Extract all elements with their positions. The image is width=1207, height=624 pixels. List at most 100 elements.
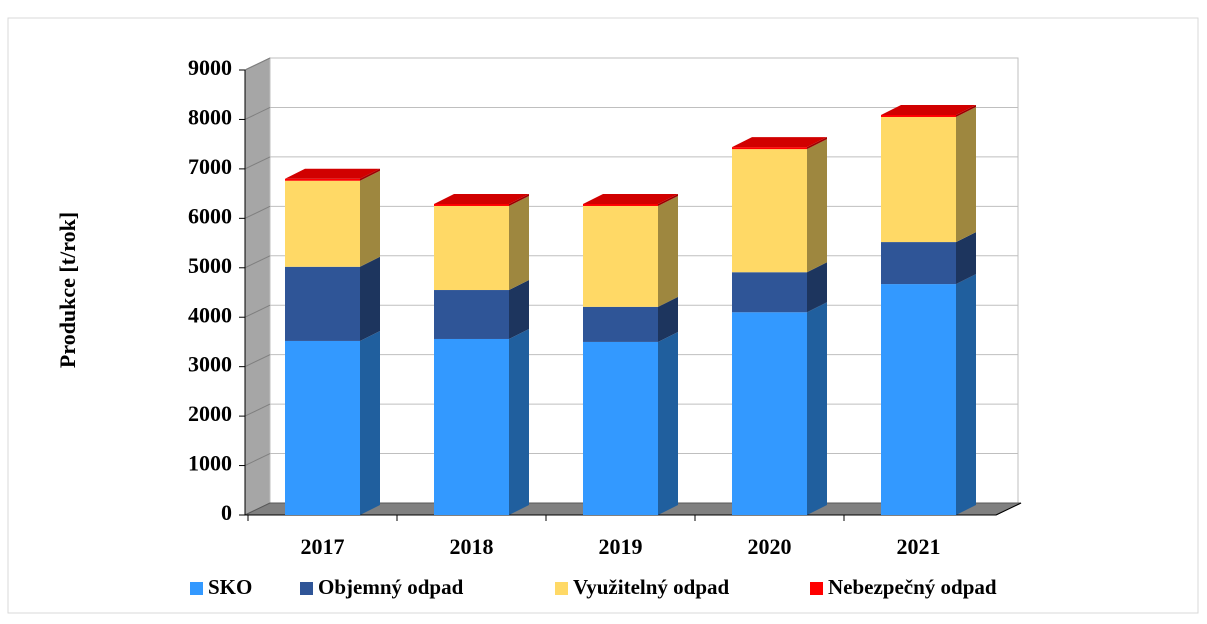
bar-segment <box>434 195 529 291</box>
grid-line <box>244 205 271 219</box>
bar-segment <box>583 195 678 307</box>
legend-label: Nebezpečný odpad <box>828 575 997 599</box>
x-tick-label: 2017 <box>301 534 345 559</box>
y-tick-label: 1000 <box>188 451 232 476</box>
bar-segment <box>881 106 976 243</box>
grid-line <box>244 57 271 71</box>
legend-swatch <box>555 582 568 595</box>
bar-face <box>807 262 827 313</box>
bar-segment <box>583 331 678 515</box>
legend-label: SKO <box>208 575 252 599</box>
bar-face <box>434 193 529 204</box>
x-axis-end <box>995 502 1022 516</box>
bar-segment <box>732 262 827 313</box>
bar-face <box>881 104 976 115</box>
bar-segment <box>434 280 529 339</box>
bar-face <box>583 205 658 307</box>
legend-swatch <box>190 582 203 595</box>
bar-segment <box>285 330 380 515</box>
bar-face <box>732 147 807 150</box>
bar-face <box>434 338 509 515</box>
bar-segment <box>732 139 827 273</box>
bar-face <box>956 232 976 285</box>
bar-face <box>583 306 658 342</box>
grid-line <box>244 304 271 318</box>
y-tick-label: 5000 <box>188 253 232 278</box>
y-tick-label: 6000 <box>188 203 232 228</box>
bar-face <box>285 266 360 341</box>
bar-face <box>807 139 827 273</box>
bar-face <box>583 193 678 204</box>
y-axis-label: Produkce [t/rok] <box>55 212 80 368</box>
bar-segment <box>285 170 380 267</box>
bar-face <box>956 104 976 117</box>
bar-segment <box>434 193 529 206</box>
legend-label: Objemný odpad <box>318 575 464 599</box>
bar-face <box>807 302 827 515</box>
legend-swatch <box>300 582 313 595</box>
grid-line <box>244 453 271 467</box>
bar-face <box>732 137 827 148</box>
bar-face <box>956 274 976 515</box>
bar-face <box>360 330 380 515</box>
x-tick-label: 2018 <box>450 534 494 559</box>
bar-face <box>509 280 529 339</box>
bar-face <box>658 331 678 515</box>
x-tick-label: 2020 <box>748 534 792 559</box>
bar-segment <box>732 302 827 515</box>
y-tick-label: 3000 <box>188 352 232 377</box>
bar-face <box>881 114 956 117</box>
bar-face <box>881 284 956 515</box>
grid-line <box>244 106 271 120</box>
y-tick-label: 7000 <box>188 154 232 179</box>
bar-face <box>732 272 807 313</box>
bar-face <box>807 137 827 150</box>
bar-face <box>285 168 380 179</box>
bar-face <box>360 256 380 341</box>
bar-face <box>285 178 360 181</box>
bar-face <box>434 205 509 291</box>
bar-face <box>583 341 658 515</box>
bar-segment <box>434 328 529 515</box>
bar-face <box>434 203 509 206</box>
bar-face <box>956 106 976 243</box>
bar-face <box>509 195 529 291</box>
side-wall <box>244 57 271 516</box>
y-tick-label: 9000 <box>188 55 232 80</box>
bar-face <box>881 116 956 243</box>
bar-segment <box>583 296 678 342</box>
y-tick-label: 0 <box>221 500 232 525</box>
grid-line <box>244 156 271 170</box>
bar-face <box>434 290 509 339</box>
bar-segment <box>583 193 678 206</box>
bar-face <box>360 168 380 181</box>
y-tick-label: 8000 <box>188 104 232 129</box>
x-tick-label: 2021 <box>897 534 941 559</box>
y-tick-label: 4000 <box>188 302 232 327</box>
legend-label: Využitelný odpad <box>573 575 730 599</box>
bar-face <box>509 328 529 515</box>
bar-face <box>509 193 529 206</box>
bar-face <box>658 193 678 206</box>
bar-face <box>881 242 956 285</box>
bar-segment <box>881 232 976 285</box>
bar-face <box>732 149 807 273</box>
bar-face <box>285 340 360 515</box>
bar-face <box>658 195 678 307</box>
bar-segment <box>732 137 827 150</box>
bar-segment <box>285 256 380 341</box>
y-tick-label: 2000 <box>188 401 232 426</box>
bar-face <box>658 296 678 342</box>
grid-line <box>244 255 271 269</box>
bar-face <box>583 203 658 206</box>
bar-segment <box>881 104 976 117</box>
bar-face <box>732 312 807 515</box>
grid-line <box>244 403 271 417</box>
legend-swatch <box>810 582 823 595</box>
bar-segment <box>285 168 380 181</box>
bar-face <box>360 170 380 267</box>
x-tick-label: 2019 <box>599 534 643 559</box>
grid-line <box>244 354 271 368</box>
bar-face <box>285 180 360 267</box>
